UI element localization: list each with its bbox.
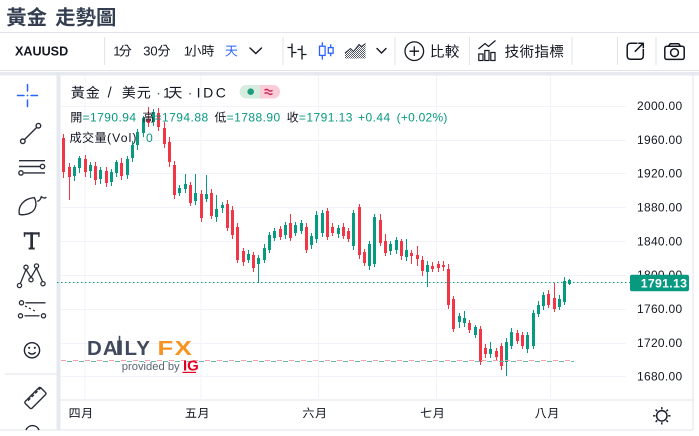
svg-text:1: 1 (163, 85, 171, 101)
svg-text:provided by: provided by (122, 361, 180, 373)
svg-text:1: 1 (113, 44, 120, 59)
svg-text:1920.00: 1920.00 (637, 167, 683, 181)
svg-text:/: / (108, 86, 113, 102)
svg-text:IG: IG (183, 358, 199, 375)
svg-text:=1788.90: =1788.90 (227, 111, 281, 125)
svg-text:·: · (188, 85, 193, 102)
svg-text:+0.44: +0.44 (358, 111, 391, 125)
svg-text:LY: LY (125, 337, 152, 360)
svg-text:=1794.88: =1794.88 (155, 111, 209, 125)
svg-text:30: 30 (143, 44, 157, 59)
svg-text:1791.13: 1791.13 (641, 276, 688, 290)
svg-text:1760.00: 1760.00 (637, 302, 683, 316)
svg-text:1680.00: 1680.00 (637, 370, 683, 384)
svg-text:1: 1 (184, 44, 191, 59)
svg-text:=1790.94: =1790.94 (83, 111, 137, 125)
svg-text:FX: FX (158, 336, 194, 359)
svg-text:(Vol): (Vol) (107, 131, 138, 145)
svg-text:2000.00: 2000.00 (637, 99, 683, 113)
svg-text:XAUUSD: XAUUSD (15, 45, 68, 59)
svg-text:1840.00: 1840.00 (637, 234, 683, 248)
svg-text:0: 0 (146, 131, 153, 145)
svg-text:DA: DA (87, 337, 119, 360)
svg-text:(+0.02%): (+0.02%) (397, 111, 448, 125)
svg-text:·: · (156, 85, 161, 102)
svg-text:1960.00: 1960.00 (637, 133, 683, 147)
svg-text:IDC: IDC (197, 85, 229, 101)
svg-text:=1791.13: =1791.13 (299, 111, 353, 125)
svg-text:1720.00: 1720.00 (637, 336, 683, 350)
svg-text:1880.00: 1880.00 (637, 201, 683, 215)
